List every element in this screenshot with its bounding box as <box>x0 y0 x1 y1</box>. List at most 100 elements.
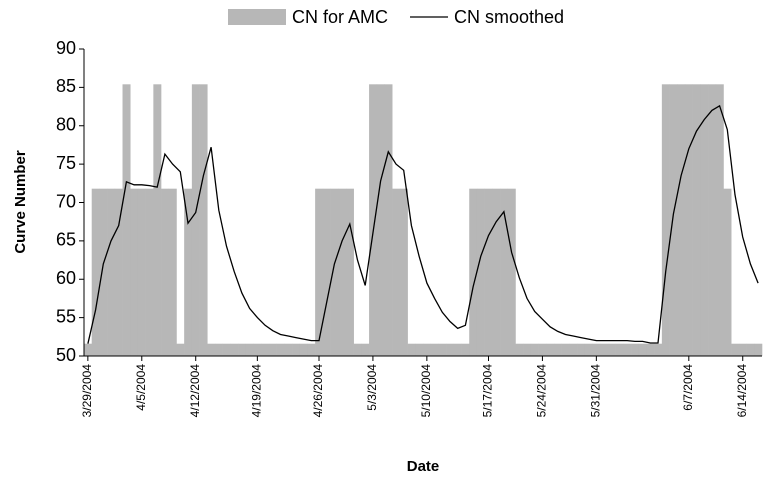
y-tick-label: 90 <box>56 38 76 58</box>
x-tick-label: 3/29/2004 <box>80 364 94 418</box>
bar <box>430 343 439 356</box>
bar <box>507 188 516 356</box>
bar <box>307 343 316 356</box>
bar <box>692 84 701 357</box>
x-tick-label: 6/7/2004 <box>681 364 695 411</box>
x-tick-label: 4/26/2004 <box>311 364 325 418</box>
bar <box>292 343 301 356</box>
bar <box>361 343 370 356</box>
bar <box>145 188 154 356</box>
bar <box>476 188 485 356</box>
line <box>87 104 759 344</box>
bar <box>669 84 678 357</box>
bar <box>731 343 740 356</box>
bar <box>214 343 223 356</box>
bar <box>584 343 593 356</box>
bar <box>91 188 100 356</box>
legend-label: CN smoothed <box>454 7 564 27</box>
bar <box>461 343 470 356</box>
bar <box>677 84 686 357</box>
bar <box>376 84 385 357</box>
bar <box>168 188 177 356</box>
bar <box>600 343 609 356</box>
x-tick-label: 6/14/2004 <box>735 364 749 418</box>
bar <box>315 188 324 356</box>
bar <box>268 343 277 356</box>
bar <box>738 343 747 356</box>
y-tick-label: 50 <box>56 345 76 365</box>
bar <box>638 343 647 356</box>
bar <box>569 343 578 356</box>
bar <box>345 188 354 356</box>
bar <box>453 343 462 356</box>
x-tick-label: 5/17/2004 <box>481 364 495 418</box>
bar <box>423 343 432 356</box>
x-axis-title: Date <box>407 458 440 475</box>
bar <box>700 84 709 357</box>
legend-label: CN for AMC <box>292 7 388 27</box>
bar <box>546 343 555 356</box>
bar <box>392 188 401 356</box>
bar <box>661 84 670 357</box>
bar <box>646 343 655 356</box>
bar <box>515 343 524 356</box>
bar <box>153 84 162 357</box>
bar <box>631 343 640 356</box>
bar <box>199 84 208 357</box>
bar <box>399 188 408 356</box>
bar <box>353 343 362 356</box>
bar <box>230 343 239 356</box>
bar <box>438 343 447 356</box>
y-tick-label: 65 <box>56 230 76 250</box>
x-tick-label: 5/10/2004 <box>419 364 433 418</box>
bar <box>222 343 231 356</box>
bar <box>615 343 624 356</box>
bar <box>754 343 763 356</box>
bar <box>561 343 570 356</box>
x-tick-label: 5/24/2004 <box>535 364 549 418</box>
legend-swatch <box>228 9 286 25</box>
bar <box>384 84 393 357</box>
y-tick-label: 70 <box>56 191 76 211</box>
bar <box>492 188 501 356</box>
bar <box>338 188 347 356</box>
bar <box>176 343 185 356</box>
y-tick-label: 80 <box>56 115 76 135</box>
x-tick-label: 4/19/2004 <box>250 364 264 418</box>
bar <box>276 343 285 356</box>
bar <box>122 84 131 357</box>
bar <box>746 343 755 356</box>
bar <box>322 188 331 356</box>
bar <box>723 188 732 356</box>
bar <box>415 343 424 356</box>
bar <box>191 84 200 357</box>
bar <box>330 188 339 356</box>
bar <box>207 343 216 356</box>
y-axis-title: Curve Number <box>12 150 29 254</box>
bar <box>107 188 116 356</box>
bar <box>245 343 254 356</box>
bar <box>469 188 478 356</box>
x-tick-label: 5/3/2004 <box>365 364 379 411</box>
bar <box>577 343 586 356</box>
bar <box>592 343 601 356</box>
bar <box>253 343 262 356</box>
bar <box>484 188 493 356</box>
x-tick-label: 5/31/2004 <box>589 364 603 418</box>
bar <box>84 343 93 356</box>
bar <box>607 343 616 356</box>
bar <box>684 84 693 357</box>
bar <box>623 343 632 356</box>
bar <box>161 188 170 356</box>
bar <box>446 343 455 356</box>
bar <box>500 188 509 356</box>
y-tick-label: 55 <box>56 306 76 326</box>
bar <box>715 84 724 357</box>
bar <box>553 343 562 356</box>
bar <box>299 343 308 356</box>
bar <box>538 343 547 356</box>
bar <box>238 343 247 356</box>
bar <box>137 188 146 356</box>
x-tick-label: 4/12/2004 <box>188 364 202 418</box>
